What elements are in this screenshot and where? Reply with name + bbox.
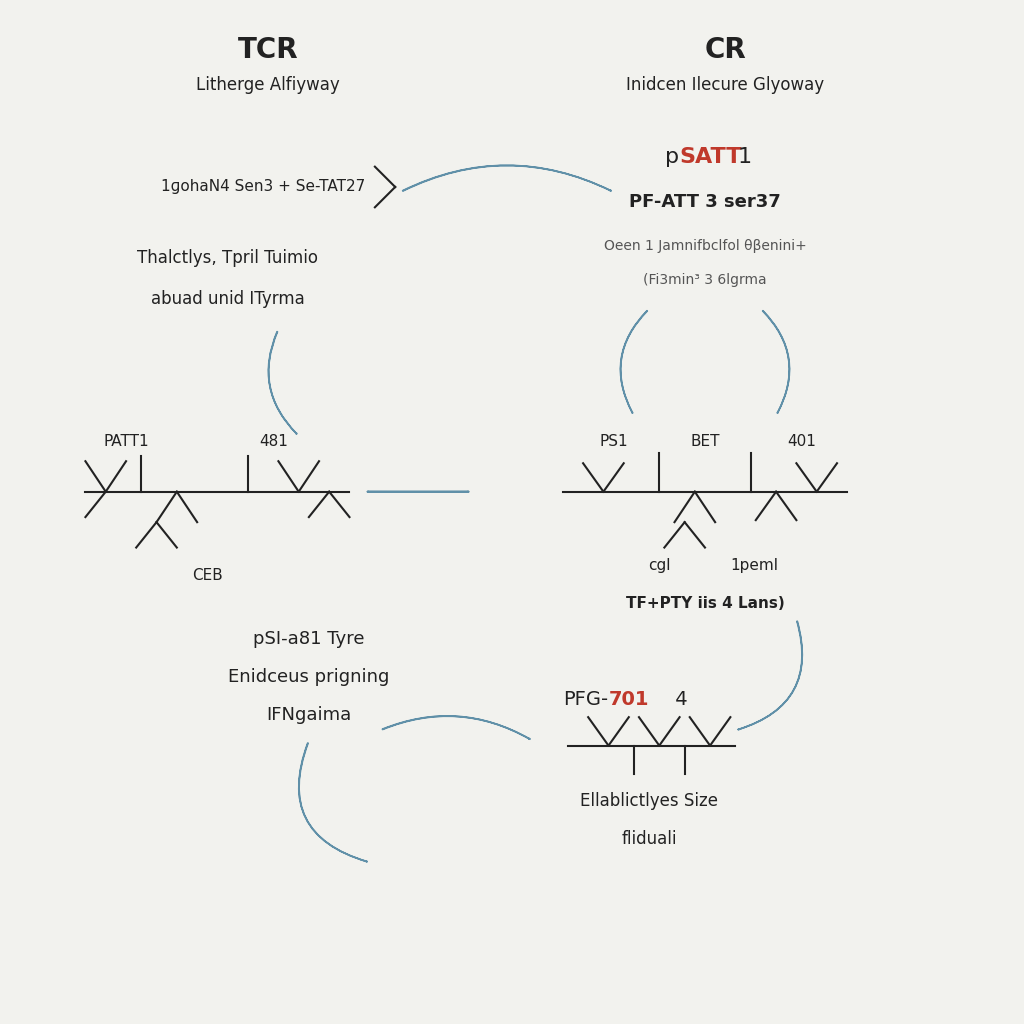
Text: PATT1: PATT1 xyxy=(103,434,148,450)
Text: PFG-: PFG- xyxy=(563,690,608,710)
Text: PS1: PS1 xyxy=(599,434,628,450)
Text: Enidceus prigning: Enidceus prigning xyxy=(228,668,389,685)
Text: abuad unid ITyrma: abuad unid ITyrma xyxy=(151,290,304,307)
Text: IFNgaima: IFNgaima xyxy=(266,707,351,724)
Text: 4: 4 xyxy=(670,690,688,710)
Text: Ellablictlyes Size: Ellablictlyes Size xyxy=(581,793,718,810)
Text: 1: 1 xyxy=(737,146,752,167)
Text: PF-ATT 3 ser37: PF-ATT 3 ser37 xyxy=(629,194,781,211)
Text: 401: 401 xyxy=(787,434,816,450)
Text: Litherge Alfiyway: Litherge Alfiyway xyxy=(197,77,340,94)
Text: CR: CR xyxy=(705,36,746,63)
Text: fliduali: fliduali xyxy=(622,830,677,848)
Text: TCR: TCR xyxy=(238,36,299,63)
FancyArrowPatch shape xyxy=(738,622,803,730)
FancyArrowPatch shape xyxy=(382,716,529,739)
FancyArrowPatch shape xyxy=(621,310,647,413)
FancyArrowPatch shape xyxy=(763,310,790,413)
Text: BET: BET xyxy=(690,434,720,450)
Text: 1ɡohaN4 Sen3 + Se-TAT27: 1ɡohaN4 Sen3 + Se-TAT27 xyxy=(161,179,366,195)
Text: p: p xyxy=(666,146,680,167)
Text: Oeen 1 Jamnifbclfol θβenini+: Oeen 1 Jamnifbclfol θβenini+ xyxy=(603,239,806,253)
Text: Thalctlys, Tpril Tuimio: Thalctlys, Tpril Tuimio xyxy=(137,249,318,267)
Text: Inidcen Ilecure Glyoway: Inidcen Ilecure Glyoway xyxy=(627,77,824,94)
Text: SATT: SATT xyxy=(680,146,742,167)
Text: pSI-a81 Tyre: pSI-a81 Tyre xyxy=(253,630,365,648)
Text: TF+PTY iis 4 Lans): TF+PTY iis 4 Lans) xyxy=(626,596,784,611)
Text: (Fi3min³ 3 6lgrma: (Fi3min³ 3 6lgrma xyxy=(643,273,767,288)
Text: CEB: CEB xyxy=(191,568,222,583)
Text: 1peml: 1peml xyxy=(730,558,778,572)
Text: 701: 701 xyxy=(608,690,649,710)
FancyArrowPatch shape xyxy=(268,332,297,434)
FancyArrowPatch shape xyxy=(402,165,611,191)
FancyArrowPatch shape xyxy=(299,743,368,862)
Text: 481: 481 xyxy=(259,434,288,450)
Text: cgl: cgl xyxy=(648,558,671,572)
